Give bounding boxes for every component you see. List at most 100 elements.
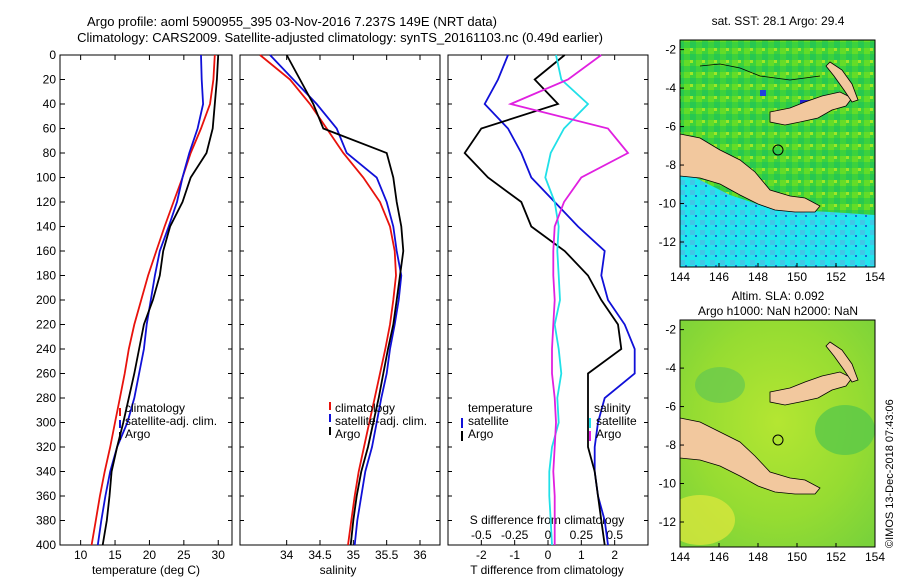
salinity-panel-frame (239, 54, 441, 546)
series-line-satellite-adj-clim- (269, 54, 403, 546)
depth-tick-label: 40 (43, 97, 57, 111)
map-y-tick-label: -6 (665, 400, 676, 414)
legend-temperature-argo: Argo (468, 427, 494, 441)
temperature-panel-frame (59, 54, 233, 546)
series-line-temperature-argo (463, 54, 623, 546)
x-tick-label: 34 (280, 548, 294, 562)
difference-x-ticks: -2 -1 0 1 2 (476, 55, 618, 562)
sst-warm-water (680, 170, 875, 267)
map-y-tick-label: -10 (659, 477, 677, 491)
sla-map-frame (679, 319, 876, 548)
difference-s-axis-label: S difference from climatology (470, 513, 625, 527)
imos-watermark: ©IMOS 13-Dec-2018 07:43:06 (884, 399, 896, 548)
land-new-britain (769, 91, 853, 126)
land-new-ireland (825, 341, 859, 383)
depth-tick-label: 140 (36, 220, 56, 234)
land-new-ireland (825, 61, 859, 103)
map-y-tick-label: -12 (659, 515, 677, 529)
salinity-lines (259, 54, 405, 546)
s-tick-label: -0.5 (471, 528, 492, 542)
sla-map-axes: 144 146 148 150 152 154 -2 -4 -6 -8 -10 -12 (659, 323, 886, 564)
legend-temperature-header: temperature (468, 401, 533, 415)
series-line-salinity-satellite (544, 54, 590, 546)
depth-tick-label: 200 (36, 293, 56, 307)
x-tick-label: 1 (578, 548, 585, 562)
depth-tick-label: 320 (36, 440, 56, 454)
difference-legend: temperature satellite Argo salinity sate… (461, 401, 637, 441)
sla-high (680, 495, 735, 545)
map-x-tick-label: 148 (748, 550, 768, 564)
s-tick-label: -0.25 (501, 528, 529, 542)
temperature-legend: climatology satellite-adj. clim. Argo (119, 401, 217, 441)
map-y-tick-label: -12 (659, 235, 677, 249)
salinity-x-ticks: 34 34.5 35 35.5 36 (280, 55, 427, 562)
depth-tick-label: 260 (36, 367, 56, 381)
map-x-tick-label: 150 (787, 550, 807, 564)
legend-salinity-satellite: satellite (596, 414, 637, 428)
series-line-salinity-argo (507, 54, 630, 545)
land-png (680, 417, 821, 495)
map-x-tick-label: 150 (787, 270, 807, 284)
depth-tick-label: 300 (36, 416, 56, 430)
x-tick-label: 35 (347, 548, 361, 562)
depth-tick-label: 400 (36, 538, 56, 552)
depth-tick-label: 360 (36, 489, 56, 503)
map-x-tick-label: 144 (670, 270, 690, 284)
map-y-tick-label: -8 (665, 438, 676, 452)
x-tick-label: 35.5 (375, 548, 399, 562)
difference-s-ticks: -0.5 -0.25 0 0.25 0.5 (471, 528, 623, 542)
salinity-legend-satellite: satellite-adj. clim. (335, 414, 427, 428)
map-y-tick-label: -4 (665, 361, 676, 375)
depth-tick-label: 100 (36, 171, 56, 185)
sst-map-axes: 144 146 148 150 152 154 -2 -4 -6 -8 -10 -12 (659, 43, 886, 284)
x-tick-label: 2 (611, 548, 618, 562)
x-tick-label: -2 (476, 548, 487, 562)
map-x-tick-label: 154 (865, 550, 885, 564)
temperature-legend-climatology: climatology (125, 401, 185, 415)
map-x-tick-label: 146 (709, 270, 729, 284)
legend-salinity-argo: Argo (596, 427, 622, 441)
sla-map-title-2: Argo h1000: NaN h2000: NaN (698, 304, 858, 318)
depth-tick-label: 180 (36, 269, 56, 283)
x-tick-label: -1 (509, 548, 520, 562)
series-line-argo (285, 54, 405, 546)
map-y-tick-label: -2 (665, 323, 676, 337)
map-x-tick-label: 144 (670, 550, 690, 564)
temperature-x-label: temperature (deg C) (92, 563, 200, 577)
temperature-legend-argo: Argo (125, 427, 151, 441)
map-x-tick-label: 152 (826, 550, 846, 564)
legend-salinity-header: salinity (594, 401, 631, 415)
x-tick-label: 25 (177, 548, 191, 562)
land-new-britain (769, 371, 853, 406)
map-x-tick-label: 146 (709, 550, 729, 564)
sla-map (680, 320, 875, 547)
sst-map-title: sat. SST: 28.1 Argo: 29.4 (712, 14, 845, 28)
depth-tick-label: 220 (36, 318, 56, 332)
salinity-legend-argo: Argo (335, 427, 361, 441)
depth-tick-label: 20 (43, 73, 57, 87)
depth-tick-label: 120 (36, 195, 56, 209)
depth-tick-label: 380 (36, 514, 56, 528)
map-y-tick-label: -10 (659, 197, 677, 211)
map-x-tick-label: 152 (826, 270, 846, 284)
series-line-climatology (259, 54, 397, 546)
legend-temperature-satellite: satellite (468, 414, 509, 428)
depth-tick-label: 340 (36, 465, 56, 479)
map-y-tick-label: -4 (665, 81, 676, 95)
map-x-tick-label: 154 (865, 270, 885, 284)
depth-axis: 0 20 40 60 80 100 120 140 160 180 200 220 240 260 280 3… (36, 48, 648, 552)
s-tick-label: 0.5 (606, 528, 623, 542)
series-line-argo (101, 54, 220, 546)
depth-tick-label: 80 (43, 146, 57, 160)
depth-tick-label: 240 (36, 342, 56, 356)
argo-float-marker (772, 434, 784, 446)
sla-map-title-1: Altim. SLA: 0.092 (732, 289, 825, 303)
map-y-tick-label: -8 (665, 158, 676, 172)
title-line-2: Climatology: CARS2009. Satellite-adjuste… (77, 30, 603, 45)
salinity-x-label: salinity (320, 563, 357, 577)
sst-map-frame (679, 39, 876, 268)
map-x-tick-label: 148 (748, 270, 768, 284)
x-tick-label: 20 (143, 548, 157, 562)
salinity-legend: climatology satellite-adj. clim. Argo (329, 401, 427, 441)
